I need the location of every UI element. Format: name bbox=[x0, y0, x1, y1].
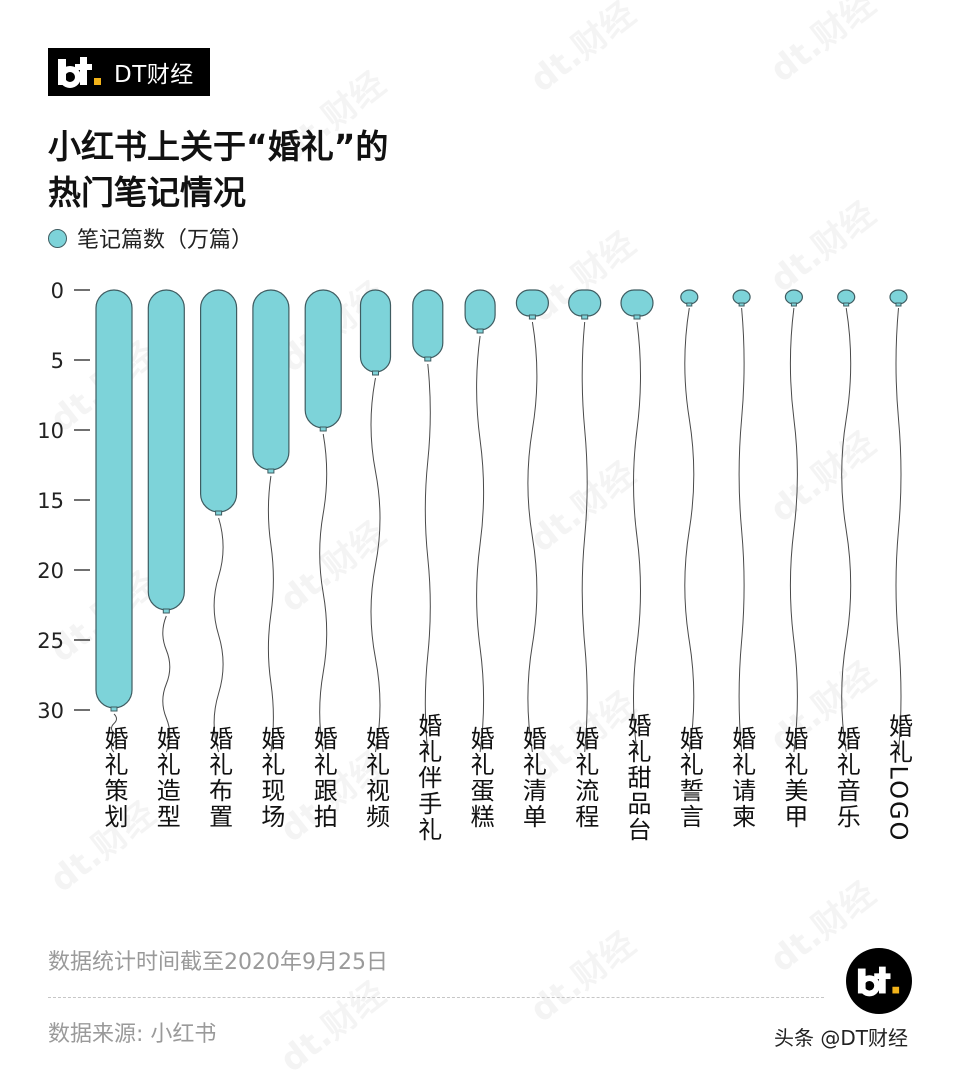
balloon-knot-10 bbox=[634, 315, 640, 319]
balloon-knot-2 bbox=[216, 511, 222, 515]
y-tick-label-10: 10 bbox=[37, 419, 64, 443]
watermark-15: dt.财经 bbox=[518, 918, 644, 1031]
balloon-knot-4 bbox=[320, 427, 326, 431]
category-label-3: 婚礼现场 bbox=[257, 726, 285, 830]
category-label-2: 婚礼布置 bbox=[205, 726, 233, 830]
balloon-string-8 bbox=[528, 322, 537, 752]
balloon-string-10 bbox=[634, 322, 641, 752]
balloon-14 bbox=[838, 290, 855, 304]
category-label-5: 婚礼视频 bbox=[362, 726, 390, 830]
balloon-1 bbox=[148, 290, 184, 610]
balloon-string-9 bbox=[582, 322, 587, 752]
source-watermark: 头条 @DT财经 bbox=[774, 1022, 908, 1051]
category-label-10: 婚礼甜品台 bbox=[623, 713, 651, 843]
watermark-17: dt.财经 bbox=[268, 968, 394, 1081]
balloon-5 bbox=[361, 290, 391, 372]
balloon-string-12 bbox=[739, 308, 744, 752]
balloon-knot-9 bbox=[582, 315, 588, 319]
balloon-0 bbox=[96, 290, 132, 708]
balloon-knot-0 bbox=[111, 707, 117, 711]
category-label-6: 婚礼伴手礼 bbox=[414, 713, 442, 843]
balloon-8 bbox=[516, 290, 548, 316]
balloon-string-7 bbox=[477, 336, 484, 752]
balloon-string-15 bbox=[896, 308, 901, 752]
balloon-knot-12 bbox=[739, 303, 744, 306]
balloon-knot-6 bbox=[425, 357, 431, 361]
y-tick-label-25: 25 bbox=[37, 629, 64, 653]
balloon-chart: 0 5 10 15 20 25 30 婚礼策划 婚礼造型 婚礼布置 婚礼现场 婚礼跟拍 婚礼视频 婚礼伴手… bbox=[0, 0, 960, 930]
balloon-10 bbox=[621, 290, 653, 316]
balloon-string-4 bbox=[320, 434, 327, 752]
balloon-string-2 bbox=[214, 518, 223, 752]
y-tick-label-5: 5 bbox=[51, 349, 64, 373]
balloon-knot-5 bbox=[373, 371, 379, 375]
balloon-string-11 bbox=[685, 308, 694, 752]
y-tick-label-15: 15 bbox=[37, 489, 64, 513]
balloon-11 bbox=[681, 290, 698, 304]
category-label-7: 婚礼蛋糕 bbox=[466, 726, 494, 830]
category-label-14: 婚礼音乐 bbox=[832, 726, 860, 830]
balloon-knot-1 bbox=[163, 609, 169, 613]
balloon-string-3 bbox=[268, 476, 273, 752]
balloon-string-6 bbox=[425, 364, 430, 752]
balloon-knot-14 bbox=[844, 303, 849, 306]
balloon-2 bbox=[201, 290, 237, 512]
balloon-string-5 bbox=[371, 378, 380, 752]
footer-divider bbox=[48, 997, 824, 998]
balloon-knot-11 bbox=[687, 303, 692, 306]
category-label-1: 婚礼造型 bbox=[152, 726, 180, 830]
footer-note: 数据统计时间截至2020年9月25日 bbox=[48, 944, 388, 976]
category-label-9: 婚礼流程 bbox=[571, 726, 599, 830]
category-label-11: 婚礼誓言 bbox=[675, 726, 703, 830]
y-tick-label-20: 20 bbox=[37, 559, 64, 583]
balloon-knot-3 bbox=[268, 469, 274, 473]
balloon-3 bbox=[253, 290, 289, 470]
footer-source: 数据来源: 小红书 bbox=[48, 1016, 216, 1048]
balloon-string-14 bbox=[842, 308, 851, 752]
balloon-9 bbox=[569, 290, 601, 316]
balloon-7 bbox=[465, 290, 495, 330]
balloon-knot-13 bbox=[791, 303, 796, 306]
balloon-knot-8 bbox=[529, 315, 535, 319]
category-label-4: 婚礼跟拍 bbox=[309, 726, 337, 830]
balloon-12 bbox=[733, 290, 750, 304]
category-label-12: 婚礼请柬 bbox=[728, 726, 756, 830]
balloon-13 bbox=[785, 290, 802, 304]
balloon-4 bbox=[305, 290, 341, 428]
y-tick-label-0: 0 bbox=[51, 279, 64, 303]
balloon-knot-15 bbox=[896, 303, 901, 306]
balloon-knot-7 bbox=[477, 329, 483, 333]
balloon-string-13 bbox=[790, 308, 797, 752]
category-label-15: 婚礼LOGO bbox=[885, 714, 913, 843]
category-label-8: 婚礼清单 bbox=[518, 726, 546, 830]
balloon-6 bbox=[413, 290, 443, 358]
balloon-15 bbox=[890, 290, 907, 304]
dt-corner-logo-icon bbox=[856, 964, 902, 998]
category-label-0: 婚礼策划 bbox=[100, 726, 128, 830]
corner-logo bbox=[846, 948, 912, 1014]
y-tick-label-30: 30 bbox=[37, 699, 64, 723]
category-label-13: 婚礼美甲 bbox=[780, 726, 808, 830]
